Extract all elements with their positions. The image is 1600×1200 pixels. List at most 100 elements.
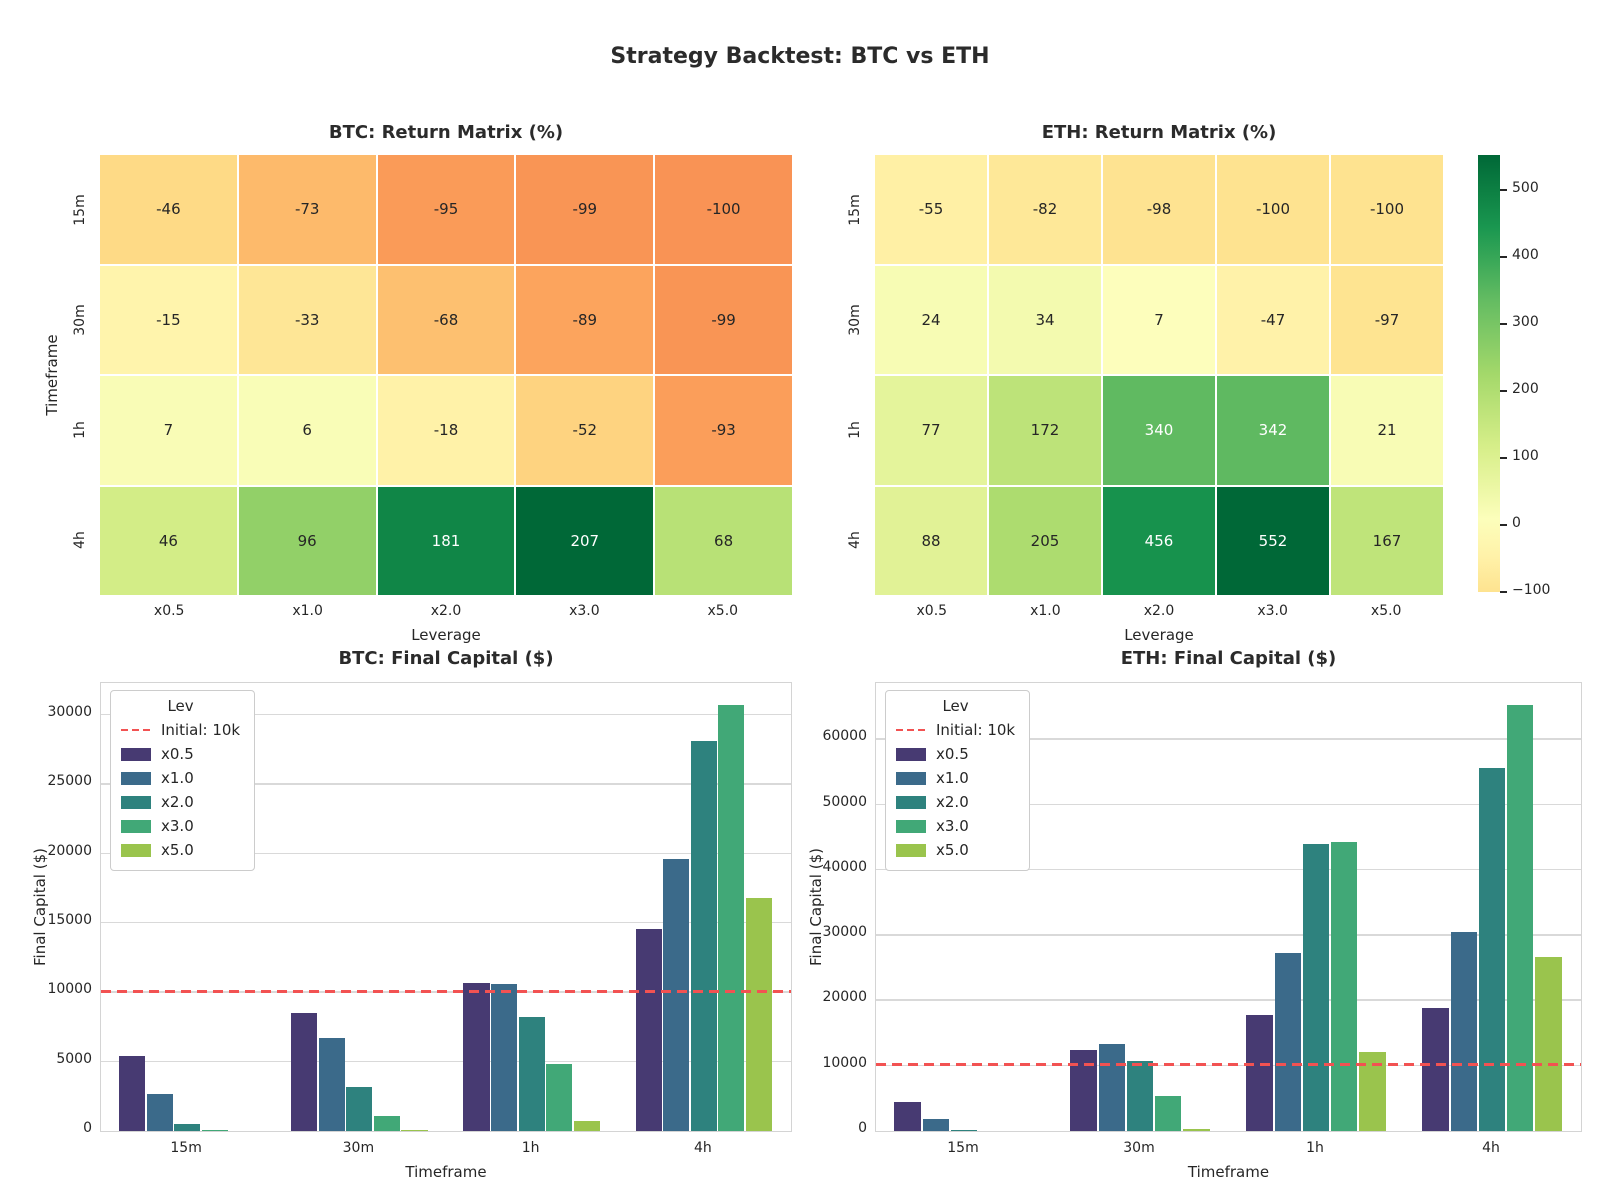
bar [635,928,662,1131]
heatmap-x-tick-label: x5.0 [707,603,739,619]
bar-y-tick-label: 30000 [822,924,867,941]
colorbar-tick-mark [1500,457,1507,459]
heatmap-cell: 46 [100,486,237,595]
heatmap-cell: 7 [100,376,237,485]
legend-swatch [121,843,151,857]
legend-label: x0.5 [936,745,969,763]
legend-item: x2.0 [121,790,240,814]
heatmap-y-tick-label: 15m [847,194,863,226]
bar [950,1129,978,1131]
bar [118,1056,146,1131]
heatmap-cell: -46 [100,155,237,264]
gridline [101,1060,791,1063]
colorbar-tick-mark [1500,591,1507,593]
legend-item: x0.5 [121,742,240,766]
legend-label: x1.0 [936,769,969,787]
heatmap-cell: -99 [655,265,792,374]
bar [1246,1015,1273,1131]
reference-line [101,990,791,993]
bar [373,1115,400,1131]
colorbar-tick-mark [1500,189,1507,191]
bar [201,1129,228,1131]
bar-x-tick-label: 1h [521,1140,540,1156]
bar [518,1017,545,1131]
btc-bar-plot [100,682,792,1132]
bar [1302,843,1330,1131]
heatmap-cell: 205 [989,486,1101,595]
legend-title: Lev [167,697,194,715]
legend-swatch [896,771,926,785]
bar-y-tick-label: 0 [83,1120,92,1136]
heatmap-cell: 24 [875,265,987,374]
legend-label: x5.0 [936,841,969,859]
heatmap-cell: -68 [377,265,515,374]
gridline [101,852,791,855]
heatmap-cell: -93 [655,376,792,485]
heatmap-cell: -98 [1103,155,1215,264]
gridline [876,868,1581,871]
heatmap-y-tick-label: 15m [72,194,88,226]
bar [1330,842,1358,1131]
eth-heatmap-xlabel: Leverage [1124,626,1194,644]
colorbar-tick-label: 200 [1512,380,1539,397]
heatmap-cell: 68 [655,486,792,595]
legend-label: Initial: 10k [161,721,241,739]
heatmap-cell: 207 [516,486,654,595]
bar-y-tick-label: 5000 [56,1050,92,1067]
legend-item: x5.0 [121,838,240,862]
gridline [101,713,791,716]
bar-y-tick-label: 50000 [822,793,867,810]
heatmap-cell: -97 [1331,265,1443,374]
heatmap-cell: 7 [1103,265,1215,374]
heatmap-y-tick-label: 4h [72,531,88,549]
bar [1098,1043,1126,1131]
heatmap-y-tick-label: 30m [72,304,88,336]
bar [318,1038,345,1131]
legend-item: x3.0 [896,814,1015,838]
bar [1126,1061,1154,1131]
colorbar-tick-label: 400 [1512,246,1539,263]
heatmap-cell: 456 [1103,486,1215,595]
gridline [876,934,1581,936]
bar-y-tick-label: 0 [858,1120,867,1136]
legend-swatch [121,795,151,809]
bar [1450,931,1478,1131]
legend-item: x1.0 [121,766,240,790]
legend-label: x1.0 [161,769,194,787]
heatmap-cell: -100 [1217,155,1329,264]
refline-swatch [121,728,151,732]
legend-item: x1.0 [896,766,1015,790]
heatmap-cell: 552 [1217,486,1329,595]
bar [346,1086,373,1131]
bar [463,982,490,1131]
bar [922,1119,950,1131]
legend-swatch [121,819,151,833]
heatmap-cell: -15 [100,265,237,374]
gridline [876,803,1581,806]
heatmap-y-tick-label: 30m [847,304,863,336]
heatmap-cell: -55 [875,155,987,264]
bar [401,1129,428,1131]
colorbar-tick-mark [1500,390,1507,392]
heatmap-y-tick-label: 1h [847,421,863,439]
bar-y-tick-label: 30000 [47,703,92,720]
btc-heatmap-title: BTC: Return Matrix (%) [328,122,564,143]
btc-bar-title: BTC: Final Capital ($) [338,648,554,669]
refline-swatch [896,728,926,732]
eth-bar-xlabel: Timeframe [1187,1163,1270,1181]
legend-swatch [896,819,926,833]
bar [1274,953,1302,1131]
bar [690,741,717,1131]
bar [1534,956,1562,1131]
heatmap-cell: 21 [1331,376,1443,485]
bar [546,1064,573,1131]
figure-title: Strategy Backtest: BTC vs ETH [610,44,990,69]
heatmap-cell: 6 [238,376,376,485]
legend-item: x0.5 [896,742,1015,766]
bar-y-tick-label: 40000 [822,858,867,875]
bar [1478,767,1506,1131]
gridline [101,783,791,785]
heatmap-cell: -47 [1217,265,1329,374]
colorbar-tick-label: 500 [1512,179,1539,196]
